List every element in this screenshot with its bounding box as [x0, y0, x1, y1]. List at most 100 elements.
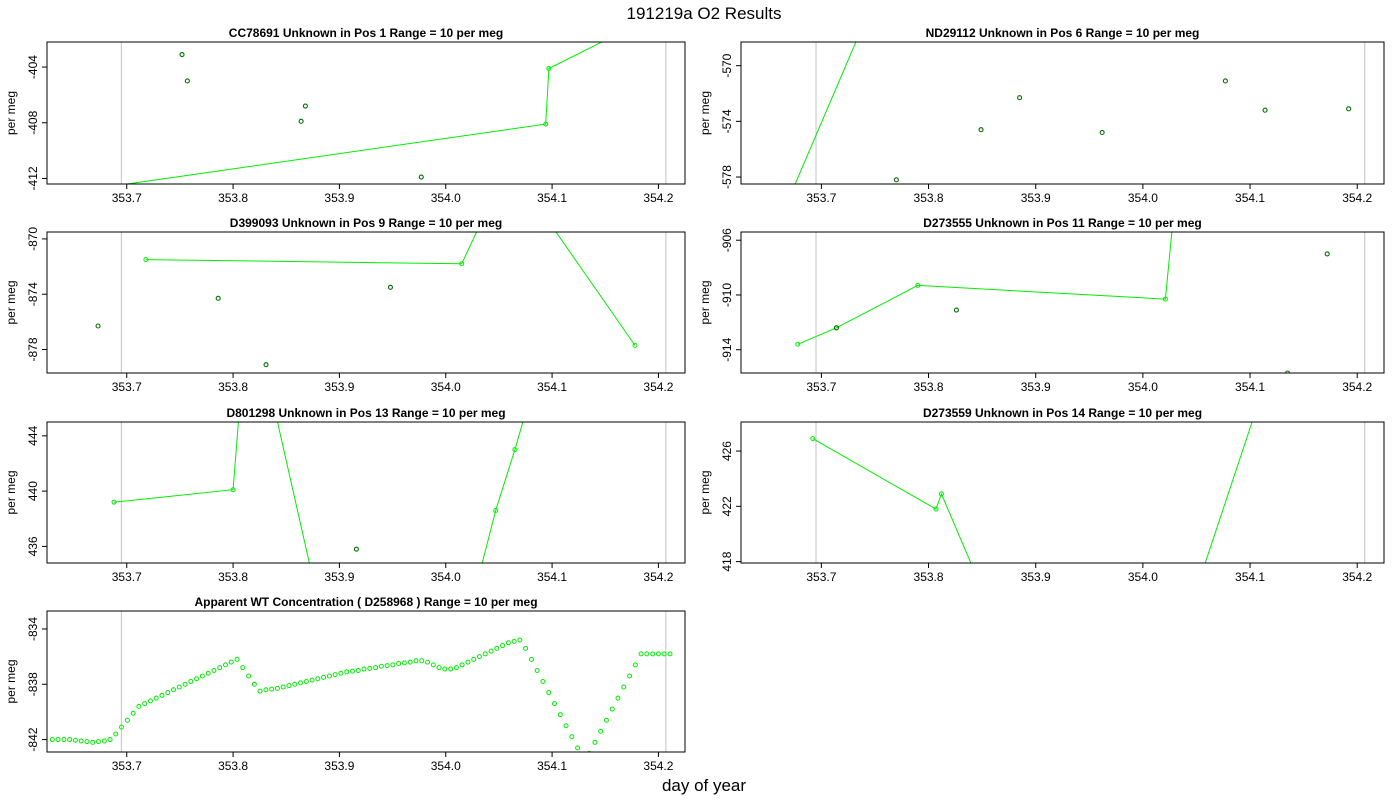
- plot-area: [810, 422, 1253, 563]
- x-tick-label: 354.0: [1128, 191, 1158, 205]
- data-point: [1173, 197, 1177, 201]
- x-tick-label: 354.2: [1342, 380, 1372, 394]
- data-point: [84, 739, 90, 745]
- data-point: [309, 677, 315, 683]
- y-axis-label: per meg: [698, 91, 712, 135]
- data-point: [182, 681, 188, 687]
- series-line: [145, 232, 636, 346]
- y-tick-label: 436: [26, 536, 40, 556]
- series-line: [123, 42, 603, 184]
- chart-panel-3: D399093 Unknown in Pos 9 Range = 10 per …: [4, 168, 686, 394]
- panels: CC78691 Unknown in Pos 1 Range = 10 per …: [4, 26, 1385, 773]
- x-tick-label: 354.0: [431, 759, 461, 773]
- x-tick-label: 354.1: [1235, 191, 1265, 205]
- x-tick-label: 353.8: [218, 570, 248, 584]
- data-point: [72, 737, 78, 743]
- data-point: [448, 666, 454, 672]
- chart-panel-6: D273559 Unknown in Pos 14 Range = 10 per…: [698, 406, 1385, 584]
- data-point: [274, 685, 280, 691]
- y-tick-label: 418: [720, 551, 734, 571]
- x-tick-label: 354.2: [643, 759, 673, 773]
- x-tick-label: 354.0: [1128, 570, 1158, 584]
- data-point: [401, 660, 407, 666]
- data-point: [176, 684, 182, 690]
- x-tick-label: 353.9: [324, 380, 354, 394]
- chart-panel-1: CC78691 Unknown in Pos 1 Range = 10 per …: [4, 26, 686, 205]
- x-tick-label: 353.9: [324, 759, 354, 773]
- data-point: [223, 662, 229, 668]
- data-point: [1162, 296, 1168, 302]
- flagged-point: [978, 127, 984, 133]
- x-tick-label: 354.0: [431, 570, 461, 584]
- data-point: [465, 659, 471, 665]
- plot-area: [123, 42, 603, 184]
- data-point: [390, 662, 396, 668]
- data-point: [303, 679, 309, 684]
- data-point: [632, 662, 638, 668]
- x-axis-label: day of year: [662, 776, 746, 795]
- data-point: [263, 687, 269, 693]
- x-tick-label: 353.7: [112, 191, 142, 205]
- data-point: [251, 681, 257, 687]
- data-point: [644, 651, 650, 657]
- x-tick-label: 353.7: [112, 759, 142, 773]
- y-axis-label: per meg: [4, 470, 18, 514]
- data-point: [292, 681, 298, 687]
- plot-frame: [740, 231, 1385, 374]
- figure-title: 191219a O2 Results: [627, 4, 782, 23]
- flagged-point: [387, 284, 394, 290]
- data-point: [349, 668, 355, 674]
- data-point: [581, 757, 585, 761]
- data-point: [332, 672, 338, 678]
- series-line: [797, 232, 1173, 345]
- data-point: [90, 739, 96, 745]
- data-point: [655, 651, 661, 657]
- plot-frame: [46, 421, 686, 564]
- x-tick-label: 353.8: [914, 380, 944, 394]
- data-point: [430, 662, 436, 668]
- x-tick-label: 354.2: [643, 191, 673, 205]
- data-point: [592, 739, 598, 745]
- data-point: [205, 670, 211, 676]
- flagged-point: [184, 78, 190, 84]
- y-tick-label: -878: [26, 337, 40, 361]
- plot-area: [794, 42, 1352, 184]
- data-point: [147, 698, 153, 704]
- data-point: [367, 665, 373, 671]
- flagged-point: [893, 177, 899, 183]
- flagged-point: [953, 307, 959, 313]
- x-tick-label: 353.7: [806, 191, 836, 205]
- data-point: [482, 651, 488, 657]
- x-tick-label: 354.1: [537, 191, 567, 205]
- data-point: [315, 676, 321, 682]
- data-point: [563, 723, 569, 729]
- y-axis-label: per meg: [4, 280, 18, 324]
- data-point: [396, 661, 402, 667]
- flagged-point: [179, 51, 185, 58]
- data-point: [165, 690, 171, 696]
- data-point: [557, 712, 563, 718]
- data-point: [217, 665, 223, 671]
- panel-title: ND29112 Unknown in Pos 6 Range = 10 per …: [926, 26, 1200, 40]
- data-point: [661, 651, 667, 657]
- data-point: [407, 659, 413, 665]
- data-point: [119, 724, 125, 730]
- y-tick-label: -578: [720, 165, 734, 189]
- y-tick-label: 440: [26, 481, 40, 501]
- data-point: [493, 507, 499, 513]
- data-point: [425, 659, 431, 665]
- flagged-point: [1285, 370, 1291, 373]
- panel-title: Apparent WT Concentration ( D258968 ) Ra…: [194, 595, 537, 609]
- data-point: [153, 695, 159, 701]
- data-point: [61, 737, 67, 743]
- flagged-point: [1099, 129, 1105, 136]
- data-point: [552, 701, 558, 707]
- flagged-point: [95, 323, 101, 329]
- data-point: [511, 168, 515, 172]
- x-tick-label: 353.7: [806, 570, 836, 584]
- data-point: [511, 638, 517, 644]
- data-point: [500, 643, 506, 649]
- data-point: [459, 261, 465, 267]
- panel-title: CC78691 Unknown in Pos 1 Range = 10 per …: [229, 26, 503, 40]
